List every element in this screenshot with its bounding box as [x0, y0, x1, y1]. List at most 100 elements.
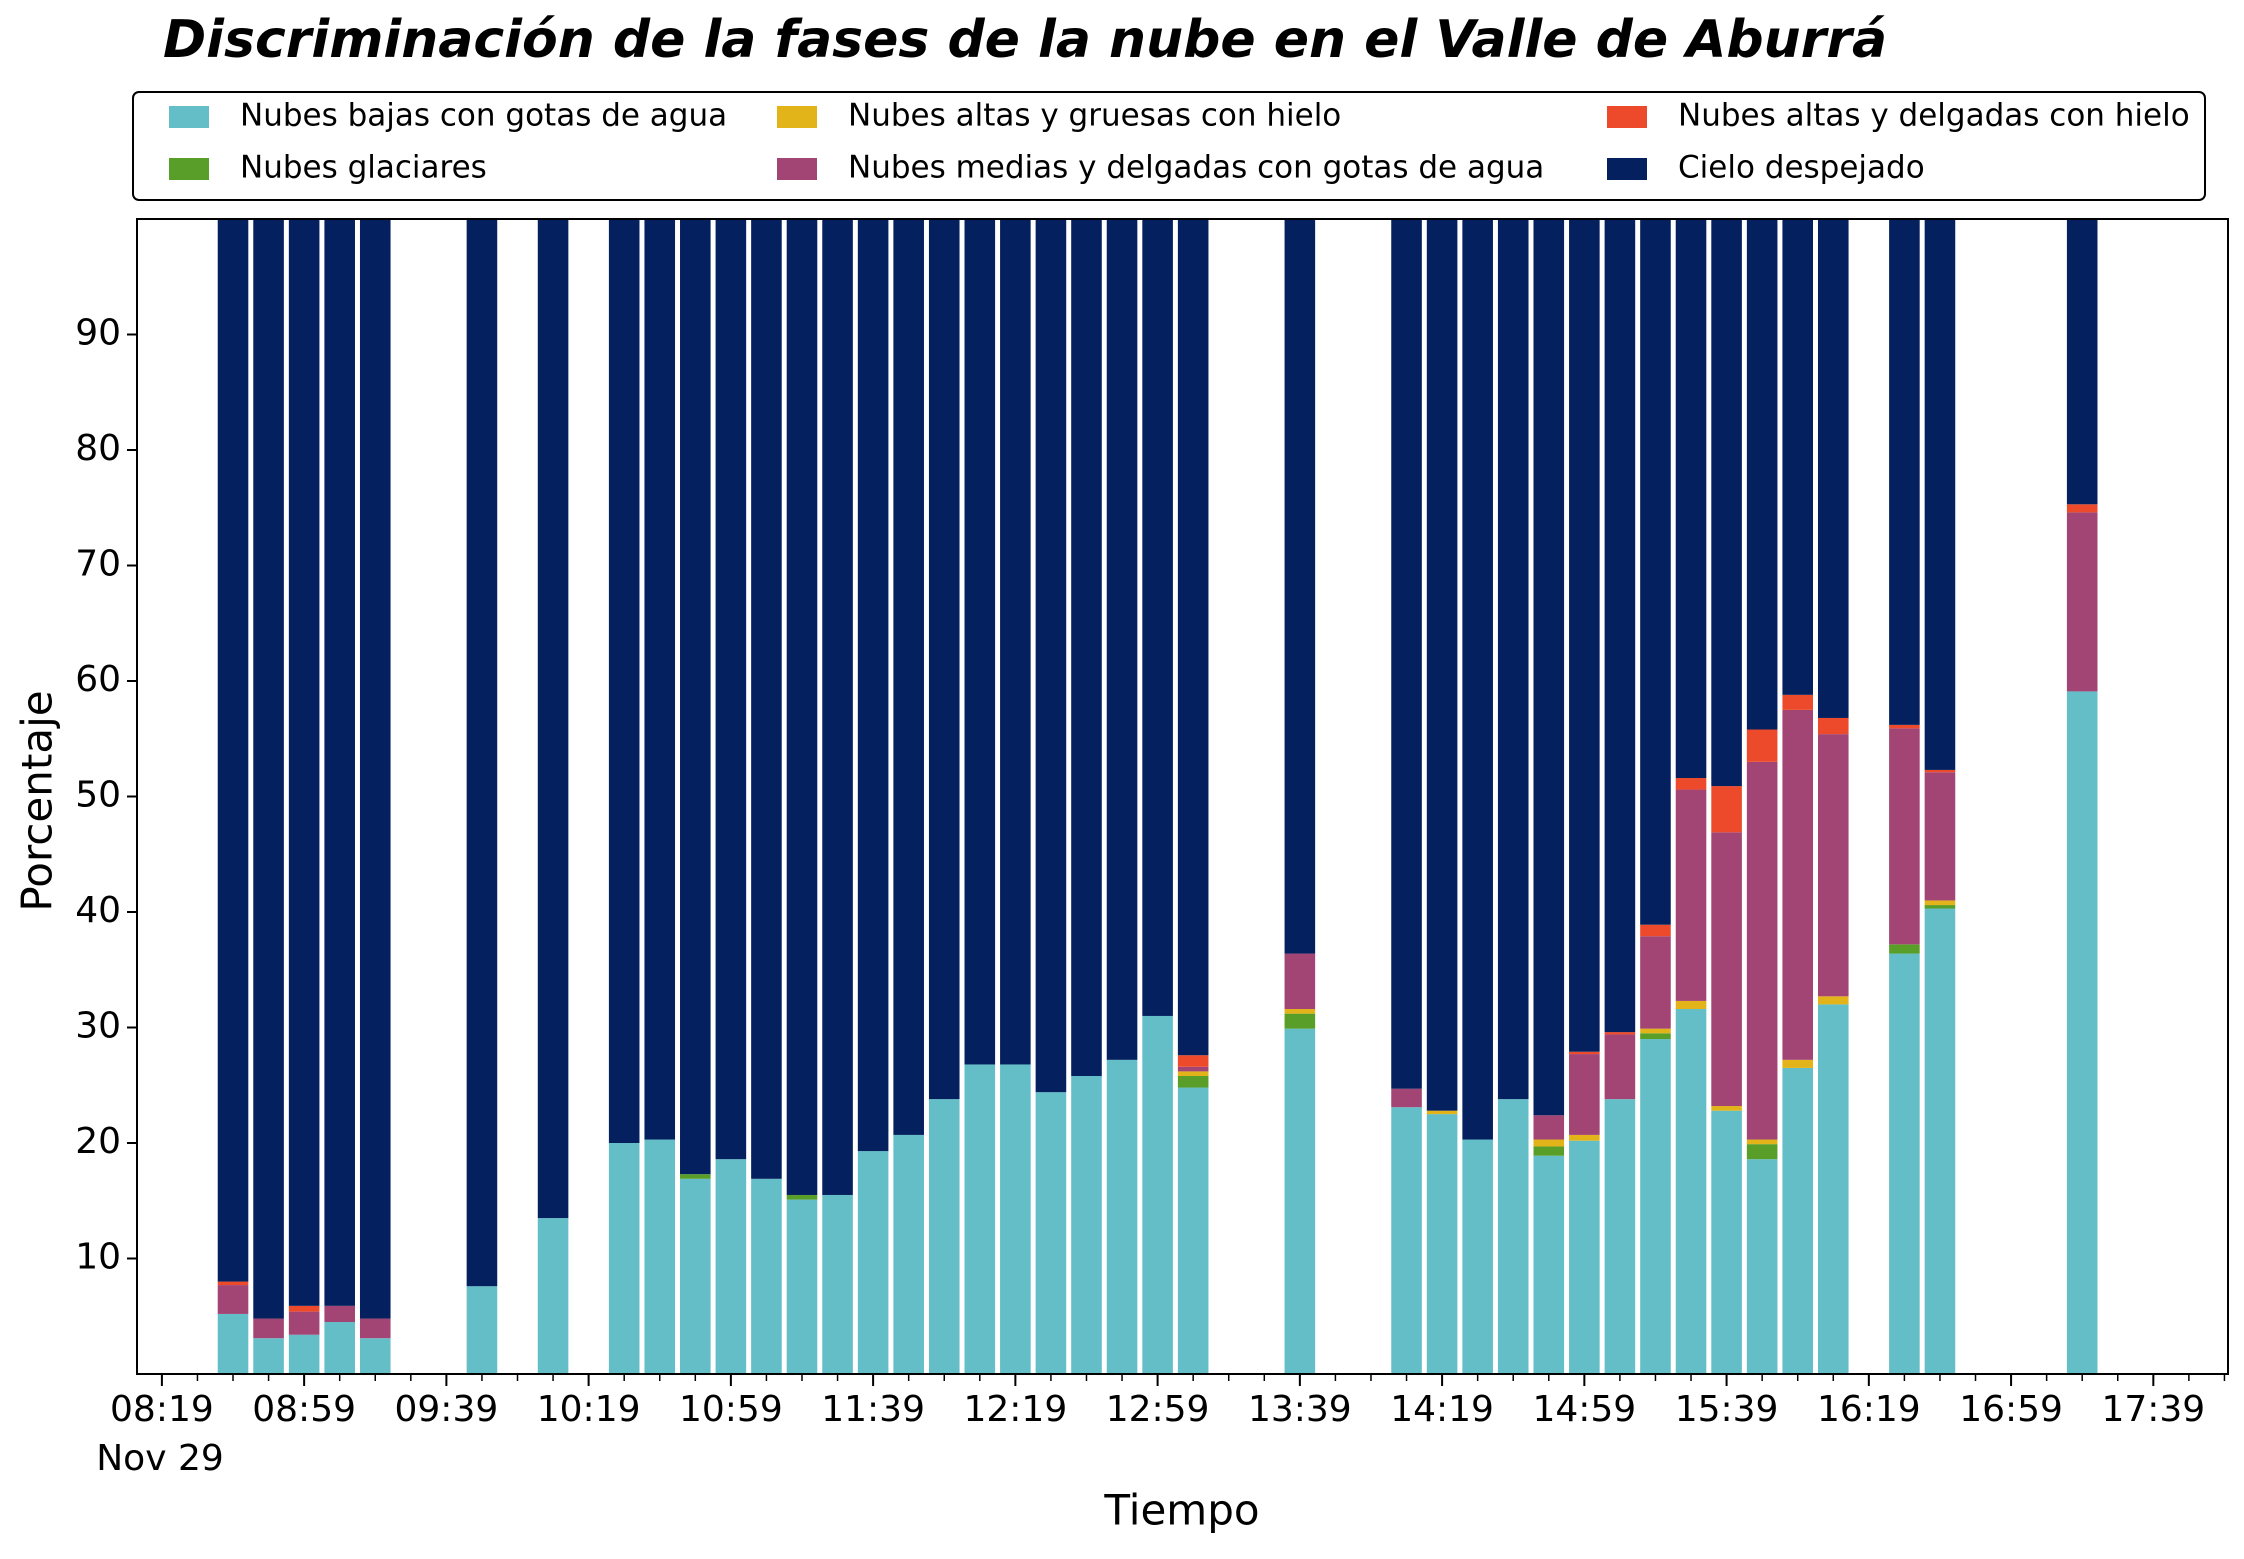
x-date-label: Nov 29	[96, 1438, 224, 1479]
bar-segment	[857, 1151, 889, 1374]
bar-segment	[1426, 1110, 1458, 1115]
bar-segment	[1640, 219, 1671, 925]
bar-segment	[1000, 1064, 1031, 1374]
y-tick-label: 60	[75, 659, 121, 700]
x-tick-label: 12:19	[963, 1389, 1067, 1430]
bar-segment	[857, 219, 889, 1152]
bar-segment	[1142, 1015, 1173, 1374]
bar-segment	[1035, 219, 1067, 1093]
bar-segment	[1640, 936, 1671, 1029]
bar-segment	[644, 1139, 676, 1374]
bar-segment	[1497, 1099, 1529, 1374]
bar-segment	[1746, 1159, 1778, 1374]
bar-segment	[466, 1286, 498, 1374]
bar-segment	[253, 219, 284, 1319]
bar-segment	[1071, 219, 1102, 1077]
x-tick-label: 11:39	[821, 1389, 925, 1430]
bar-segment	[680, 1174, 711, 1179]
bar-segment	[1889, 724, 1920, 729]
bar-segment	[928, 219, 960, 1100]
bar-segment	[1284, 1028, 1316, 1374]
bar-segment	[1569, 1134, 1600, 1141]
bar-segment	[608, 1143, 640, 1374]
bar-segment	[1177, 1066, 1209, 1072]
bar-segment	[1782, 709, 1814, 1060]
bar-segment	[1924, 772, 1956, 901]
bar-segment	[1533, 1155, 1565, 1374]
bar-segment	[217, 219, 249, 1282]
bar-segment	[217, 1313, 249, 1374]
y-tick-label: 70	[75, 544, 121, 585]
bar-segment	[1924, 769, 1956, 773]
bar-segment	[1177, 219, 1209, 1056]
y-tick-label: 40	[75, 890, 121, 931]
bar-segment	[1391, 1088, 1422, 1108]
y-tick-label: 30	[75, 1006, 121, 1047]
legend-label: Nubes bajas con gotas de agua	[240, 98, 727, 134]
y-tick-label: 90	[75, 313, 121, 354]
bar-segment	[1106, 219, 1138, 1060]
bar-segment	[822, 1194, 853, 1374]
bar-segment	[359, 1338, 391, 1374]
y-axis-label: Porcentaje	[13, 690, 62, 911]
x-tick-label: 12:59	[1106, 1389, 1210, 1430]
bar-segment	[1782, 1067, 1814, 1374]
bar-segment	[1924, 219, 1956, 770]
bar-segment	[715, 1159, 747, 1374]
bar-segment	[1924, 900, 1956, 906]
x-tick-label: 14:59	[1532, 1389, 1636, 1430]
bar-segment	[2066, 512, 2098, 692]
legend-frame	[132, 91, 2206, 201]
bar-segment	[1675, 778, 1707, 790]
legend-swatch	[1607, 106, 1647, 128]
bar-segment	[1284, 1013, 1316, 1029]
bar-segment	[1746, 1139, 1778, 1145]
bar-segment	[1426, 1114, 1458, 1374]
legend-swatch	[169, 158, 209, 180]
bar-segment	[786, 1199, 818, 1374]
bar-segment	[1675, 789, 1707, 1001]
bar-segment	[1711, 786, 1742, 833]
bar-segment	[1391, 1107, 1422, 1374]
bar-segment	[466, 219, 498, 1287]
bar-segment	[288, 219, 320, 1306]
bar-segment	[1640, 1039, 1671, 1374]
x-tick-label: 08:19	[110, 1389, 214, 1430]
bar-segment	[1817, 717, 1849, 735]
bar-segment	[1533, 1146, 1565, 1156]
bar-segment	[1711, 1110, 1742, 1374]
legend-label: Cielo despejado	[1678, 150, 1925, 186]
bar-segment	[1177, 1076, 1209, 1088]
bar-segment	[1569, 1051, 1600, 1055]
bar-segment	[1640, 1028, 1671, 1034]
bar-segment	[1675, 1000, 1707, 1010]
legend-swatch	[1607, 158, 1647, 180]
bar-segment	[715, 219, 747, 1160]
bar-segment	[1782, 1059, 1814, 1068]
bar-segment	[324, 1305, 355, 1323]
bar-segment	[1711, 219, 1742, 787]
bar-segment	[537, 1218, 569, 1374]
bar-segment	[1817, 996, 1849, 1005]
legend-swatch	[777, 158, 817, 180]
bar-segment	[608, 219, 640, 1143]
y-tick-label: 20	[75, 1121, 121, 1162]
bar-segment	[1284, 953, 1316, 1010]
legend-swatch	[169, 106, 209, 128]
bar-segment	[1782, 694, 1814, 710]
bar-segment	[1924, 905, 1956, 909]
bar-segment	[1889, 944, 1920, 954]
bar-segment	[1462, 1139, 1493, 1374]
bar-segment	[253, 1338, 284, 1374]
legend-swatch	[777, 106, 817, 128]
bar-segment	[786, 1194, 818, 1200]
bar-segment	[1889, 953, 1920, 1374]
bar-segment	[1817, 219, 1849, 718]
bar-segment	[1497, 219, 1529, 1100]
bar-segment	[1640, 1033, 1671, 1040]
bar-segment	[1569, 219, 1600, 1052]
bar-segment	[217, 1285, 249, 1314]
chart-title: Discriminación de la fases de la nube en…	[163, 10, 1887, 70]
bar-segment	[359, 1318, 391, 1339]
bar-segment	[288, 1334, 320, 1374]
